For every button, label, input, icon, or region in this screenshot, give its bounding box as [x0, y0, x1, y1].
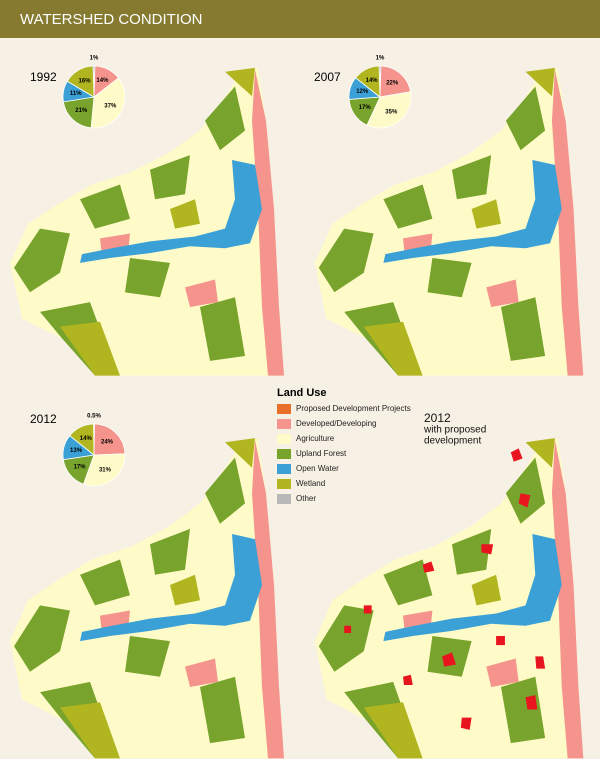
map-2012: [10, 438, 284, 759]
map-1992: [10, 67, 284, 376]
legend-swatch: [277, 404, 291, 414]
pie-value-label: 13%: [70, 448, 83, 454]
legend-label: Proposed Development Projects: [296, 404, 411, 413]
panel-label-line: development: [424, 436, 481, 447]
pie-value-label: 1%: [376, 56, 385, 62]
legend: Land Use Proposed Development Projects De…: [277, 387, 411, 504]
pie-value-label: 24%: [101, 439, 114, 445]
legend-label: Developed/Developing: [296, 419, 377, 428]
pie-slice: [62, 96, 95, 129]
legend-swatch: [277, 479, 291, 489]
legend-label: Wetland: [296, 479, 325, 488]
header-band: [0, 0, 600, 38]
pie-title: 2012: [30, 412, 57, 426]
legend-title: Land Use: [277, 387, 327, 399]
pie-value-label: 35%: [385, 109, 398, 115]
pie-value-label: 37%: [104, 104, 117, 110]
legend-swatch: [277, 494, 291, 504]
pie-value-label: 17%: [359, 105, 372, 111]
legend-swatch: [277, 434, 291, 444]
pie-slice: [69, 423, 95, 456]
pie-slice: [93, 423, 126, 456]
header-title: WATERSHED CONDITION: [20, 11, 203, 28]
legend-swatch: [277, 464, 291, 474]
pie-value-label: 14%: [80, 436, 93, 442]
legend-swatch: [277, 449, 291, 459]
legend-label: Open Water: [296, 464, 339, 473]
pie-value-label: 0.5%: [87, 414, 101, 420]
pie-slice: [366, 91, 412, 129]
pie-value-label: 22%: [386, 81, 399, 87]
pie-title: 1992: [30, 70, 57, 84]
pie-value-label: 17%: [74, 464, 87, 470]
pie-value-label: 16%: [79, 79, 92, 85]
pie-slice: [66, 65, 95, 98]
pie-value-label: 1%: [90, 56, 99, 62]
pie-slice: [82, 453, 126, 487]
map-2012-proposed: [314, 438, 584, 759]
panel-label-line: 2012: [424, 411, 451, 425]
pie-title: 2007: [314, 70, 341, 84]
pie-value-label: 21%: [75, 108, 88, 114]
map-base: [314, 438, 584, 759]
pie-value-label: 12%: [356, 89, 369, 95]
pie-charts: 1992 1% 14% 37% 21% 11% 16% 2007 1% 22% 35% 17% 12% 1…: [30, 56, 412, 487]
pie-value-label: 31%: [99, 468, 112, 474]
pie-value-label: 14%: [96, 78, 109, 84]
pie-value-label: 14%: [366, 78, 379, 84]
pie-value-label: 11%: [70, 91, 82, 97]
panel-label-line: with proposed: [423, 425, 486, 436]
pie-slice: [379, 65, 412, 98]
pie-slice: [90, 77, 126, 129]
legend-label: Other: [296, 494, 316, 503]
legend-label: Agriculture: [296, 434, 335, 443]
legend-label: Upland Forest: [296, 449, 347, 458]
pie-slice: [355, 65, 381, 98]
legend-swatch: [277, 419, 291, 429]
